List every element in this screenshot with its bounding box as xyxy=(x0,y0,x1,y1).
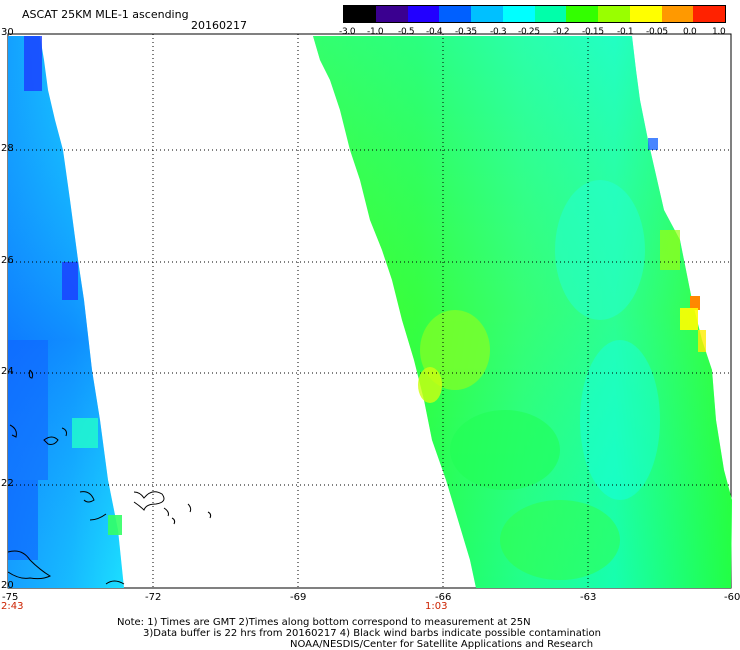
colorbar-label: 1.0 xyxy=(712,27,726,37)
lon-label: -69 xyxy=(290,592,307,603)
lon-label: -60 xyxy=(724,592,740,603)
pass-time-label: 2:43 xyxy=(1,601,24,612)
lat-label: 28 xyxy=(1,143,14,154)
date-label: 20160217 xyxy=(191,19,247,32)
lon-label: -66 xyxy=(435,592,452,603)
colorbar-label: -0.5 xyxy=(398,27,415,37)
product-title: ASCAT 25KM MLE-1 ascending xyxy=(22,8,189,21)
colorbar-label: -0.2 xyxy=(553,27,570,37)
colorbar-swatch xyxy=(598,6,630,22)
colorbar-label: -0.3 xyxy=(490,27,507,37)
lon-label: -75 xyxy=(2,592,19,603)
colorbar-swatch xyxy=(566,6,598,22)
colorbar-swatch xyxy=(629,6,662,22)
lon-label: -72 xyxy=(145,592,162,603)
colorbar-swatch xyxy=(502,6,535,22)
colorbar-label: -0.4 xyxy=(426,27,443,37)
colorbar-label: 0.0 xyxy=(683,27,697,37)
left-swath xyxy=(8,36,124,588)
lat-label: 20 xyxy=(1,580,14,591)
note-line-1: Note: 1) Times are GMT 2)Times along bot… xyxy=(117,617,531,628)
right-swath xyxy=(313,36,732,588)
colorbar-swatch xyxy=(661,6,694,22)
lon-label: -63 xyxy=(580,592,597,603)
colorbar-label: -0.15 xyxy=(582,27,604,37)
colorbar-label: -3.0 xyxy=(339,27,356,37)
colorbar-swatch xyxy=(407,6,440,22)
colorbar-label: -0.05 xyxy=(646,27,668,37)
colorbar-label: -0.35 xyxy=(455,27,477,37)
lat-label: 22 xyxy=(1,478,14,489)
lat-label: 24 xyxy=(1,366,14,377)
colorbar-label: -0.25 xyxy=(518,27,540,37)
colorbar-swatch xyxy=(439,6,471,22)
pass-time-label: 1:03 xyxy=(425,601,448,612)
colorbar-swatch xyxy=(693,6,725,22)
colorbar-swatch xyxy=(375,6,408,22)
colorbar-swatch xyxy=(471,6,503,22)
colorbar-swatch xyxy=(344,6,376,22)
coastlines xyxy=(7,369,212,585)
colorbar xyxy=(343,5,726,23)
graticule xyxy=(8,34,731,588)
note-line-3: NOAA/NESDIS/Center for Satellite Applica… xyxy=(290,639,594,650)
colorbar-label: -1.0 xyxy=(367,27,384,37)
note-line-2: 3)Data buffer is 22 hrs from 20160217 4)… xyxy=(143,628,601,639)
colorbar-swatch xyxy=(534,6,567,22)
lat-label: 26 xyxy=(1,255,14,266)
colorbar-label: -0.1 xyxy=(617,27,634,37)
lat-label: 30 xyxy=(1,27,14,38)
